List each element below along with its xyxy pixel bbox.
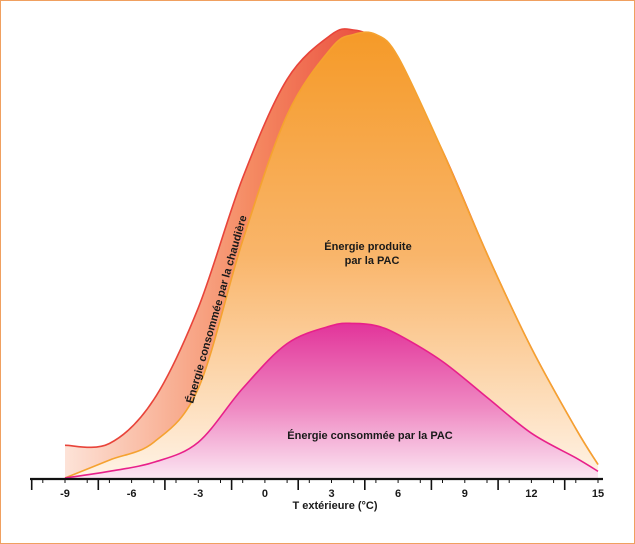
consumed-energy-label: Énergie consommée par la PAC <box>287 429 453 442</box>
x-tick-label: 9 <box>462 488 468 500</box>
produced-energy-area <box>65 32 598 479</box>
consumed-energy-curve <box>64 322 599 479</box>
area-layer <box>64 28 599 479</box>
produced-energy-label-line2: par la PAC <box>345 255 400 267</box>
x-tick-label: 3 <box>328 488 334 500</box>
x-tick-label: 0 <box>262 488 268 500</box>
consumed-energy-area <box>65 323 598 478</box>
x-axis: -9 -6 -3 0 3 6 9 12 15 <box>30 477 604 500</box>
x-tick-label: -3 <box>193 488 203 500</box>
x-tick-label: 15 <box>592 488 604 500</box>
produced-energy-curve <box>64 31 599 479</box>
x-tick-label: -6 <box>127 488 137 500</box>
x-tick-label: -9 <box>60 488 70 500</box>
x-tick-label: 6 <box>395 488 401 500</box>
x-tick-label: 12 <box>525 488 537 500</box>
x-axis-title: T extérieure (°C) <box>292 500 377 512</box>
produced-energy-label-line1: Énergie produite <box>324 240 411 253</box>
